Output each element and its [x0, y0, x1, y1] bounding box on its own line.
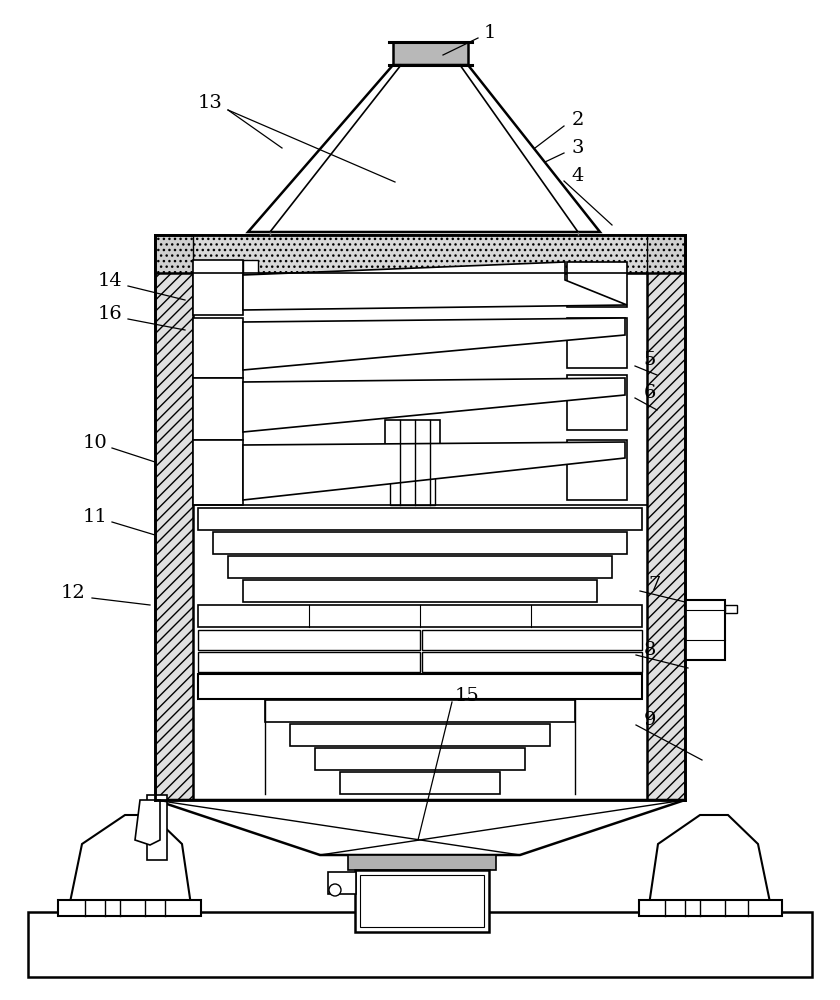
Polygon shape: [68, 815, 192, 912]
Text: 14: 14: [97, 272, 123, 290]
Bar: [567, 375, 627, 430]
Bar: [422, 630, 642, 650]
Bar: [360, 875, 484, 927]
Polygon shape: [647, 235, 685, 800]
Bar: [198, 605, 642, 627]
Text: 6: 6: [643, 384, 656, 402]
Bar: [198, 674, 642, 699]
Bar: [243, 580, 597, 602]
Text: 10: 10: [82, 434, 108, 452]
Polygon shape: [155, 235, 193, 800]
Bar: [193, 440, 243, 505]
Polygon shape: [135, 800, 160, 845]
Bar: [265, 700, 575, 722]
Bar: [193, 235, 647, 273]
Bar: [355, 870, 489, 932]
Polygon shape: [155, 800, 685, 855]
Bar: [390, 455, 435, 505]
Polygon shape: [243, 262, 627, 310]
Bar: [58, 900, 201, 916]
Text: 4: 4: [572, 167, 584, 185]
Bar: [28, 912, 812, 977]
Bar: [725, 605, 737, 613]
Bar: [243, 260, 258, 275]
Bar: [567, 440, 627, 500]
Bar: [639, 900, 782, 916]
Polygon shape: [155, 235, 685, 273]
Polygon shape: [243, 378, 625, 432]
Bar: [193, 260, 243, 315]
Bar: [685, 600, 725, 660]
Bar: [193, 318, 243, 378]
Bar: [340, 772, 500, 794]
Bar: [228, 556, 612, 578]
Polygon shape: [648, 815, 772, 912]
Bar: [422, 652, 642, 672]
Bar: [198, 508, 642, 530]
Text: 5: 5: [643, 351, 656, 369]
Text: 11: 11: [82, 508, 108, 526]
Bar: [198, 630, 420, 650]
Text: 13: 13: [197, 94, 223, 112]
Bar: [348, 855, 496, 870]
Bar: [198, 652, 420, 672]
Text: 1: 1: [484, 24, 496, 42]
Text: 7: 7: [648, 576, 661, 594]
Bar: [567, 262, 627, 307]
Polygon shape: [248, 65, 600, 232]
Polygon shape: [243, 442, 625, 500]
Bar: [290, 724, 550, 746]
Circle shape: [329, 884, 341, 896]
Text: 9: 9: [643, 711, 656, 729]
Polygon shape: [243, 318, 625, 370]
Bar: [567, 318, 627, 368]
Text: 2: 2: [572, 111, 584, 129]
Bar: [147, 795, 167, 860]
Bar: [328, 872, 356, 894]
Bar: [213, 532, 627, 554]
Text: 16: 16: [97, 305, 123, 323]
Bar: [393, 42, 468, 65]
Text: 12: 12: [60, 584, 86, 602]
Text: 3: 3: [572, 139, 585, 157]
Bar: [315, 748, 525, 770]
Bar: [385, 420, 440, 455]
Text: 8: 8: [643, 641, 656, 659]
Text: 15: 15: [454, 687, 480, 705]
Bar: [193, 378, 243, 440]
